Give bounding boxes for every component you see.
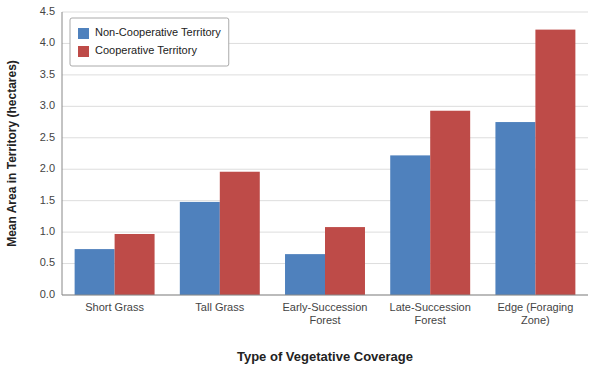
y-axis-line (62, 12, 63, 295)
legend-box (70, 18, 229, 66)
legend-swatch (78, 28, 89, 39)
bar (75, 249, 115, 295)
x-tick-label: Early-SuccessionForest (283, 301, 368, 326)
y-tick-label: 1.5 (40, 194, 55, 206)
legend: Non-Cooperative Territory Cooperative Ter… (70, 18, 229, 66)
x-tick-label: Edge (ForagingZone) (497, 301, 573, 326)
y-tick-label: 4.5 (40, 5, 55, 17)
legend-swatch (78, 46, 89, 57)
bar (325, 227, 365, 295)
bars (75, 30, 576, 295)
y-tick-label: 0.5 (40, 256, 55, 268)
bar (535, 30, 575, 295)
legend-label: Non-Cooperative Territory (95, 26, 221, 38)
y-tick-label: 3.0 (40, 99, 55, 111)
x-tick-label: Short Grass (85, 301, 144, 313)
y-tick-label: 4.0 (40, 36, 55, 48)
y-tick-label: 2.0 (40, 162, 55, 174)
x-tick-label: Tall Grass (195, 301, 244, 313)
bar (390, 155, 430, 295)
y-tick-labels: 0.0 0.5 1.0 1.5 2.0 2.5 3.0 3.5 4.0 4.5 (40, 5, 55, 300)
bar (430, 111, 470, 295)
grid-line (62, 106, 588, 107)
x-axis-title: Type of Vegetative Coverage (237, 349, 413, 364)
bar (495, 122, 535, 295)
grid-line (62, 74, 588, 75)
bar (285, 254, 325, 295)
x-axis-line (62, 295, 588, 296)
legend-label: Cooperative Territory (95, 44, 197, 56)
y-tick-label: 0.0 (40, 288, 55, 300)
grid-line (62, 295, 588, 296)
y-tick-label: 3.5 (40, 68, 55, 80)
bar (115, 234, 155, 295)
y-axis-title: Mean Area in Territory (hectares) (5, 60, 19, 247)
bar (180, 202, 220, 295)
chart: 0.0 0.5 1.0 1.5 2.0 2.5 3.0 3.5 4.0 4.5 Short Gras… (0, 0, 600, 369)
y-tick-label: 1.0 (40, 225, 55, 237)
x-tick-labels: Short Grass Tall Grass Early-SuccessionFor… (85, 301, 573, 326)
y-grid (62, 12, 588, 295)
x-tick-label: Late-SuccessionForest (390, 301, 471, 326)
grid-line (62, 12, 588, 13)
bar (220, 172, 260, 295)
y-tick-label: 2.5 (40, 131, 55, 143)
